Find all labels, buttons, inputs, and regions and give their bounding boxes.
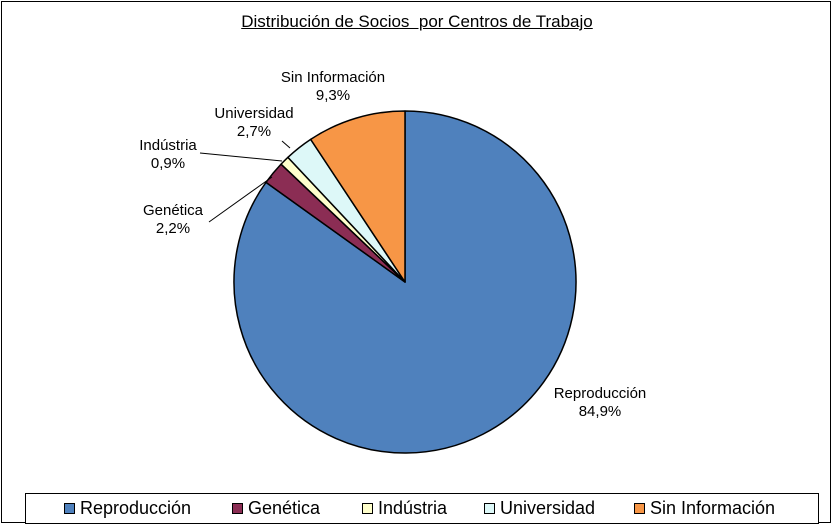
- leader-line-industria: [199, 152, 283, 162]
- legend-label-universidad: Universidad: [500, 498, 596, 518]
- data-label-reproduccion: Reproducción 84,9%: [554, 385, 647, 420]
- data-label-name-industria: Indústria: [139, 137, 197, 154]
- data-label-value-industria: 0,9%: [151, 155, 185, 172]
- data-label-genetica: Genética 2,2%: [143, 202, 204, 237]
- pie-slice-sin-informacion: [309, 110, 406, 283]
- legend: Reproducción Genética Indústria Universi…: [25, 493, 819, 524]
- legend-item-reproduccion: Reproducción: [64, 494, 191, 523]
- legend-label-industria: Indústria: [378, 498, 448, 518]
- data-label-name-genetica: Genética: [143, 202, 204, 219]
- data-label-value-genetica: 2,2%: [156, 220, 190, 237]
- leader-line-genetica: [208, 176, 273, 223]
- legend-swatch-industria: [362, 503, 373, 514]
- data-label-universidad: Universidad 2,7%: [214, 105, 293, 140]
- legend-item-industria: Indústria: [362, 494, 447, 523]
- pie-slice-reproduccion: [233, 110, 577, 454]
- data-label-name-sin-informacion: Sin Información: [281, 69, 385, 86]
- data-label-name-universidad: Universidad: [214, 105, 293, 122]
- legend-item-sin-informacion: Sin Información: [634, 494, 775, 523]
- legend-label-sin-informacion: Sin Información: [650, 498, 776, 518]
- data-label-value-universidad: 2,7%: [237, 123, 271, 140]
- legend-item-universidad: Universidad: [484, 494, 595, 523]
- chart-title: Distribución de Socios por Centros de Tr…: [241, 12, 593, 31]
- legend-swatch-genetica: [232, 503, 243, 514]
- legend-swatch-reproduccion: [64, 503, 75, 514]
- leader-line-universidad: [281, 140, 291, 149]
- legend-swatch-universidad: [484, 503, 495, 514]
- data-label-name-reproduccion: Reproducción: [554, 385, 647, 402]
- legend-label-genetica: Genética: [248, 498, 321, 518]
- data-label-industria: Indústria 0,9%: [139, 137, 197, 172]
- data-label-value-sin-informacion: 9,3%: [316, 87, 350, 104]
- legend-item-genetica: Genética: [232, 494, 320, 523]
- data-label-sin-informacion: Sin Información 9,3%: [281, 69, 385, 104]
- legend-swatch-sin-informacion: [634, 503, 645, 514]
- legend-label-reproduccion: Reproducción: [80, 498, 192, 518]
- data-label-value-reproduccion: 84,9%: [579, 403, 622, 420]
